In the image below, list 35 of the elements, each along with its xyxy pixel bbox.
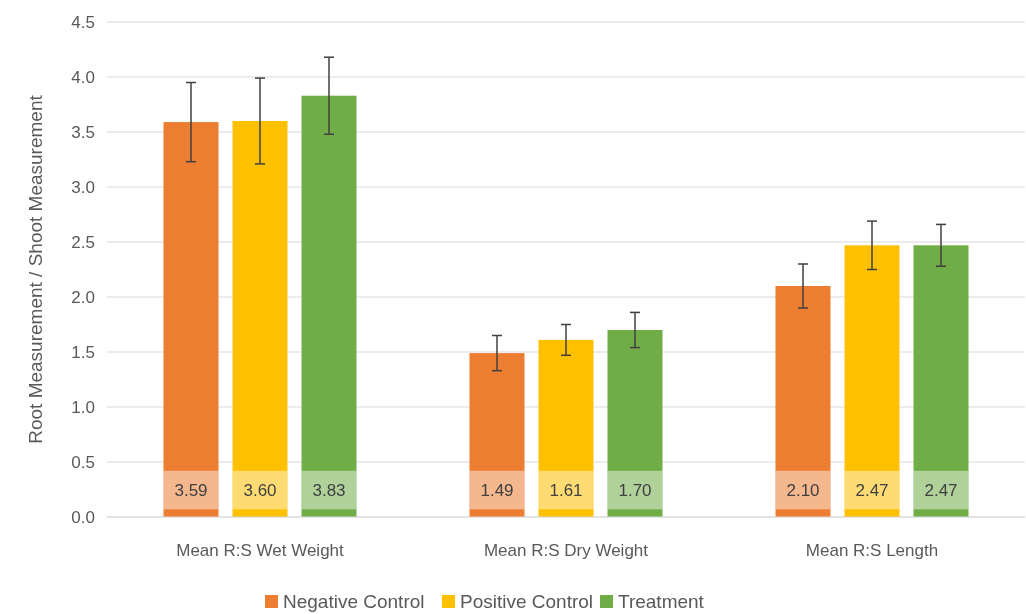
x-tick-label: Mean R:S Wet Weight: [176, 541, 345, 560]
y-axis-title: Root Measurement / Shoot Measurement: [25, 94, 46, 444]
bar: [844, 245, 900, 517]
y-tick-label: 4.0: [71, 68, 95, 87]
bar: [469, 353, 525, 517]
bar: [301, 95, 357, 517]
data-label: 3.60: [243, 481, 277, 501]
data-label: 1.49: [480, 481, 514, 501]
bar: [775, 286, 831, 517]
legend-label: Positive Control: [460, 591, 594, 612]
bar: [538, 339, 594, 517]
y-tick-label: 1.0: [71, 398, 95, 417]
data-label: 1.70: [618, 481, 652, 501]
legend-label: Treatment: [618, 591, 705, 612]
y-tick-label: 0.5: [71, 453, 95, 472]
y-tick-label: 2.0: [71, 288, 95, 307]
data-label: 2.47: [855, 481, 889, 501]
data-label: 3.59: [174, 481, 208, 501]
x-tick-label: Mean R:S Length: [805, 541, 939, 560]
y-tick-label: 3.0: [71, 178, 95, 197]
legend-label: Negative Control: [283, 591, 425, 612]
y-tick-label: 4.5: [71, 13, 95, 32]
bar: [163, 122, 219, 517]
y-tick-label: 0.0: [71, 508, 95, 527]
data-label: 2.10: [786, 481, 820, 501]
y-tick-label: 3.5: [71, 123, 95, 142]
data-label: 2.47: [924, 481, 958, 501]
bar: [913, 245, 969, 517]
data-label: 1.61: [549, 481, 583, 501]
x-tick-label: Mean R:S Dry Weight: [483, 541, 649, 560]
bar: [607, 330, 663, 517]
data-label: 3.83: [312, 481, 346, 501]
bar: [232, 121, 288, 517]
y-tick-label: 2.5: [71, 233, 95, 252]
y-tick-label: 1.5: [71, 343, 95, 362]
